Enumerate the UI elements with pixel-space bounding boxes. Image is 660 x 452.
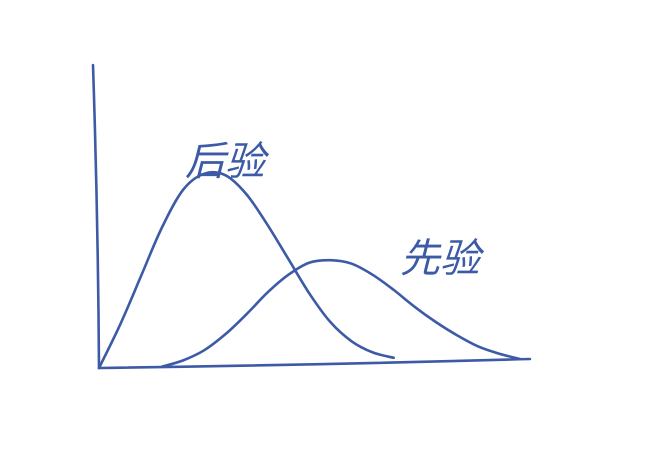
prior-curve (160, 258, 522, 368)
x-axis (97, 357, 532, 370)
y-axis (91, 63, 101, 370)
posterior-curve (97, 170, 395, 370)
posterior-label: 后验 (185, 139, 270, 185)
axes (91, 63, 532, 370)
prior-label: 先验 (400, 236, 485, 282)
curves (97, 170, 522, 370)
